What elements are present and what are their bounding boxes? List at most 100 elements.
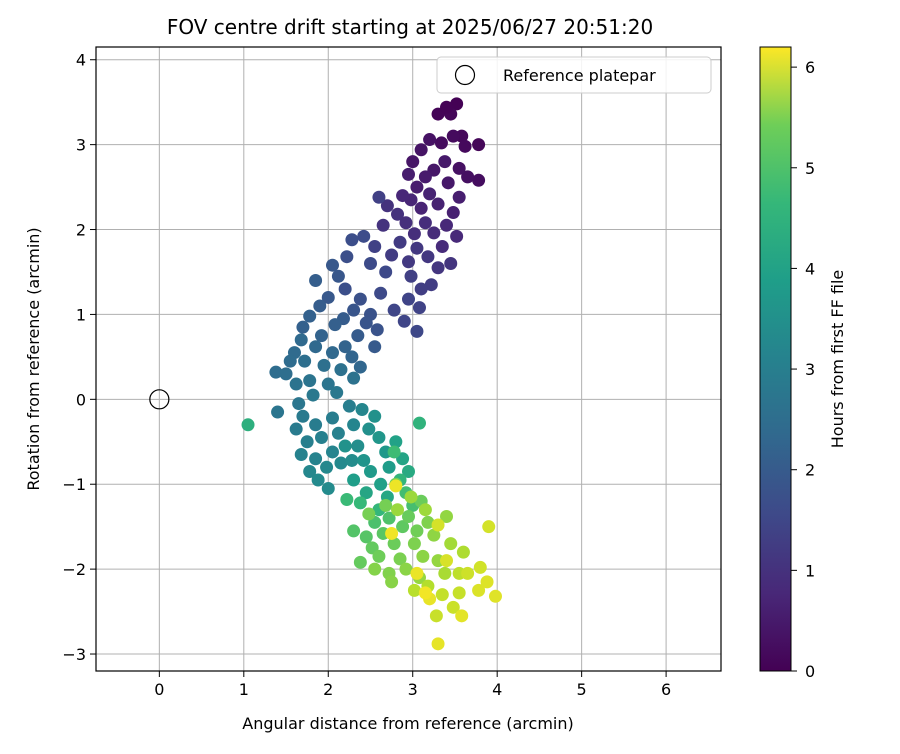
reference-marker-group	[149, 389, 170, 410]
scatter-point	[351, 439, 365, 453]
scatter-point	[391, 503, 405, 517]
scatter-point	[271, 405, 285, 419]
scatter-point	[444, 256, 458, 270]
scatter-point	[363, 464, 377, 478]
scatter-point	[311, 473, 325, 487]
scatter-point	[379, 265, 393, 279]
scatter-point	[374, 286, 388, 300]
scatter-point	[345, 453, 359, 467]
scatter-point	[418, 170, 432, 184]
scatter-point	[292, 397, 306, 411]
scatter-point	[414, 143, 428, 157]
scatter-point	[410, 324, 424, 338]
scatter-point	[444, 537, 458, 551]
scatter-point	[338, 282, 352, 296]
scatter-point	[387, 303, 401, 317]
scatter-point	[303, 464, 317, 478]
scatter-point	[289, 422, 303, 436]
colorbar-tick-label: 5	[805, 159, 815, 178]
scatter-point	[347, 371, 361, 385]
scatter-point	[393, 235, 407, 249]
scatter-point	[313, 299, 327, 313]
scatter-point	[385, 526, 399, 540]
legend-box	[436, 56, 712, 94]
colorbar-tick-label: 0	[805, 662, 815, 681]
scatter-point	[418, 216, 432, 230]
scatter-point	[446, 600, 460, 614]
scatter-point	[347, 524, 361, 538]
colorbar-label: Hours from first FF file	[828, 270, 847, 449]
scatter-point	[387, 537, 401, 551]
scatter-point	[423, 187, 437, 201]
y-tick-label: −2	[62, 560, 86, 579]
scatter-point	[353, 555, 367, 569]
scatter-point	[351, 329, 365, 343]
scatter-point	[359, 316, 373, 330]
scatter-point	[404, 490, 418, 504]
scatter-point	[376, 218, 390, 232]
scatter-point	[488, 589, 502, 603]
scatter-point	[416, 549, 430, 563]
scatter-point	[370, 323, 384, 337]
y-tick-label: −1	[62, 475, 86, 494]
x-tick-label: 2	[323, 680, 333, 699]
scatter-point	[482, 520, 496, 534]
scatter-point	[452, 190, 466, 204]
scatter-point	[279, 367, 293, 381]
scatter-point	[368, 562, 382, 576]
scatter-point	[368, 240, 382, 254]
scatter-point	[446, 129, 460, 143]
scatter-point	[241, 418, 255, 432]
scatter-point	[412, 301, 426, 315]
scatter-point	[372, 549, 386, 563]
x-tick-label: 0	[154, 680, 164, 699]
scatter-point	[427, 528, 441, 542]
scatter-point	[410, 524, 424, 538]
scatter-point	[342, 399, 356, 413]
scatter-point	[325, 258, 339, 272]
scatter-point	[427, 226, 441, 240]
scatter-point	[357, 229, 371, 243]
scatter-point	[421, 515, 435, 529]
scatter-point	[452, 161, 466, 175]
scatter-point	[387, 445, 401, 459]
scatter-point	[347, 418, 361, 432]
scatter-point	[330, 386, 344, 400]
scatter-point	[296, 409, 310, 423]
y-axis-label: Rotation from reference (arcmin)	[24, 227, 43, 490]
x-tick-label: 4	[492, 680, 502, 699]
plot-area: 0 1 2 3 4 5 6 −3 −2 −1 0 1 2 3 4	[62, 46, 722, 699]
colorbar-tick-label: 6	[805, 58, 815, 77]
scatter-point	[315, 329, 329, 343]
grid-lines	[96, 47, 721, 671]
scatter-point	[435, 588, 449, 602]
scatter-point	[317, 358, 331, 372]
scatter-point	[385, 248, 399, 262]
scatter-point	[355, 403, 369, 417]
scatter-point	[441, 176, 455, 190]
scatter-point	[480, 575, 494, 589]
scatter-point	[269, 365, 283, 379]
scatter-point	[385, 575, 399, 589]
scatter-point	[396, 520, 410, 534]
y-tick-label: −3	[62, 645, 86, 664]
scatter-point	[321, 481, 335, 495]
x-tick-label: 1	[239, 680, 249, 699]
scatter-point	[389, 435, 403, 449]
legend: Reference platepar	[436, 56, 712, 94]
scatter-point	[363, 256, 377, 270]
scatter-point	[410, 566, 424, 580]
x-tick-label: 5	[577, 680, 587, 699]
x-axis-label: Angular distance from reference (arcmin)	[242, 714, 573, 733]
scatter-point	[368, 340, 382, 354]
scatter-point	[410, 180, 424, 194]
scatter-point	[456, 545, 470, 559]
scatter-point	[402, 255, 415, 269]
scatter-point	[325, 445, 339, 459]
scatter-point	[372, 190, 386, 204]
scatter-point	[359, 486, 373, 500]
scatter-point	[410, 241, 424, 255]
scatter-point	[440, 100, 454, 114]
